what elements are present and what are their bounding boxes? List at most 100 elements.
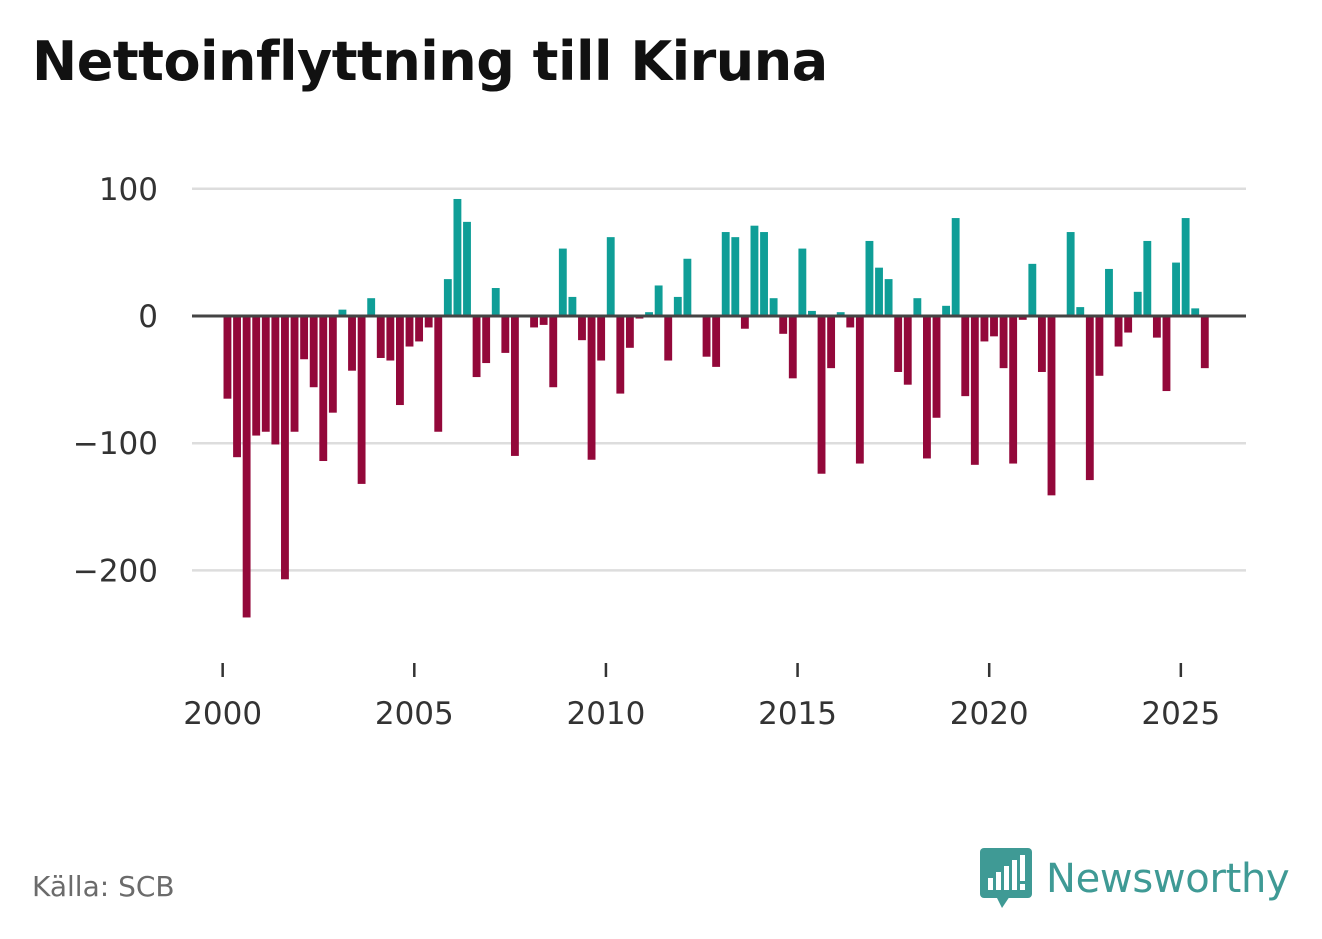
x-tick-label: 2010 xyxy=(566,696,645,732)
bar xyxy=(731,237,740,316)
bar xyxy=(942,305,951,316)
bar xyxy=(558,248,567,316)
bar xyxy=(396,316,404,406)
bar xyxy=(740,316,749,329)
bar xyxy=(606,237,615,316)
bar xyxy=(836,312,845,316)
y-tick-label: −200 xyxy=(73,553,158,589)
bar xyxy=(913,298,922,316)
bar xyxy=(319,316,328,462)
bar xyxy=(1009,316,1018,464)
bar xyxy=(980,316,989,342)
bar xyxy=(482,316,491,364)
bar xyxy=(788,316,797,379)
bar xyxy=(281,316,289,580)
bar xyxy=(261,316,270,432)
bar xyxy=(328,316,337,413)
bar xyxy=(597,316,606,361)
bar xyxy=(357,316,366,484)
bar xyxy=(1066,232,1075,316)
bar xyxy=(587,316,596,460)
x-tick-label: 2015 xyxy=(758,696,837,732)
newsworthy-logo-icon xyxy=(980,848,1032,908)
bar xyxy=(1037,316,1046,372)
bar xyxy=(798,248,807,316)
bar xyxy=(817,316,826,474)
bar xyxy=(1105,268,1113,316)
bar xyxy=(453,198,462,316)
bar xyxy=(271,316,280,445)
bar xyxy=(865,240,874,316)
bar xyxy=(1162,316,1171,392)
bar xyxy=(999,316,1008,369)
bar xyxy=(654,285,663,316)
bar xyxy=(491,288,500,316)
bar xyxy=(539,316,548,325)
bar xyxy=(875,267,883,316)
bar xyxy=(702,316,711,357)
y-tick-label: 100 xyxy=(99,172,158,208)
bar xyxy=(683,258,692,316)
axes: 100 0 −100 −200 2000 2005 2010 2015 2020 2025 xyxy=(73,172,1246,732)
bar xyxy=(405,316,414,347)
bar xyxy=(463,221,471,316)
bar xyxy=(932,316,941,418)
bar xyxy=(894,316,903,372)
bar xyxy=(779,316,788,334)
bar xyxy=(1133,291,1142,316)
bar xyxy=(376,316,385,358)
grid-lines xyxy=(192,187,1246,572)
x-tick-label: 2020 xyxy=(950,696,1029,732)
bar xyxy=(827,316,836,369)
bar xyxy=(951,218,960,316)
bar xyxy=(1200,316,1209,369)
bar xyxy=(664,316,673,361)
bar xyxy=(903,316,912,385)
bar xyxy=(501,316,510,353)
bar xyxy=(1143,240,1152,316)
bar xyxy=(242,316,251,618)
bar xyxy=(386,316,395,361)
bar xyxy=(549,316,558,388)
bar xyxy=(721,232,730,316)
bar xyxy=(1018,316,1027,320)
bar xyxy=(252,316,261,436)
bar xyxy=(616,316,625,394)
bars xyxy=(223,198,1209,618)
bar xyxy=(625,316,634,348)
bar xyxy=(415,316,424,342)
x-tick-label: 2000 xyxy=(183,696,262,732)
bar xyxy=(760,232,768,316)
bar xyxy=(769,298,778,316)
y-tick-label: −100 xyxy=(73,426,158,462)
source-note: Källa: SCB xyxy=(32,870,175,903)
bar xyxy=(1076,307,1085,316)
bar xyxy=(884,279,893,316)
bar xyxy=(348,316,356,371)
brand-logo[interactable]: Newsworthy xyxy=(980,848,1290,910)
bar xyxy=(290,316,299,432)
bar xyxy=(645,312,653,316)
bar xyxy=(1152,316,1161,338)
bar xyxy=(300,316,309,360)
bar xyxy=(673,296,682,316)
x-tick-label: 2005 xyxy=(375,696,454,732)
bar xyxy=(1114,316,1123,347)
chart-title: Nettoinflyttning till Kiruna xyxy=(32,30,828,93)
x-tick-label: 2025 xyxy=(1141,696,1220,732)
bar xyxy=(233,316,241,458)
bar xyxy=(750,225,759,316)
bar xyxy=(712,316,721,367)
bar xyxy=(855,316,864,464)
bar xyxy=(338,309,347,316)
bar xyxy=(1191,308,1200,316)
bar xyxy=(367,298,376,316)
bar xyxy=(970,316,979,465)
bar xyxy=(1124,316,1133,333)
bar xyxy=(309,316,318,388)
bar xyxy=(846,316,855,328)
bar xyxy=(923,316,931,459)
bar xyxy=(568,296,577,316)
bar xyxy=(223,316,232,399)
